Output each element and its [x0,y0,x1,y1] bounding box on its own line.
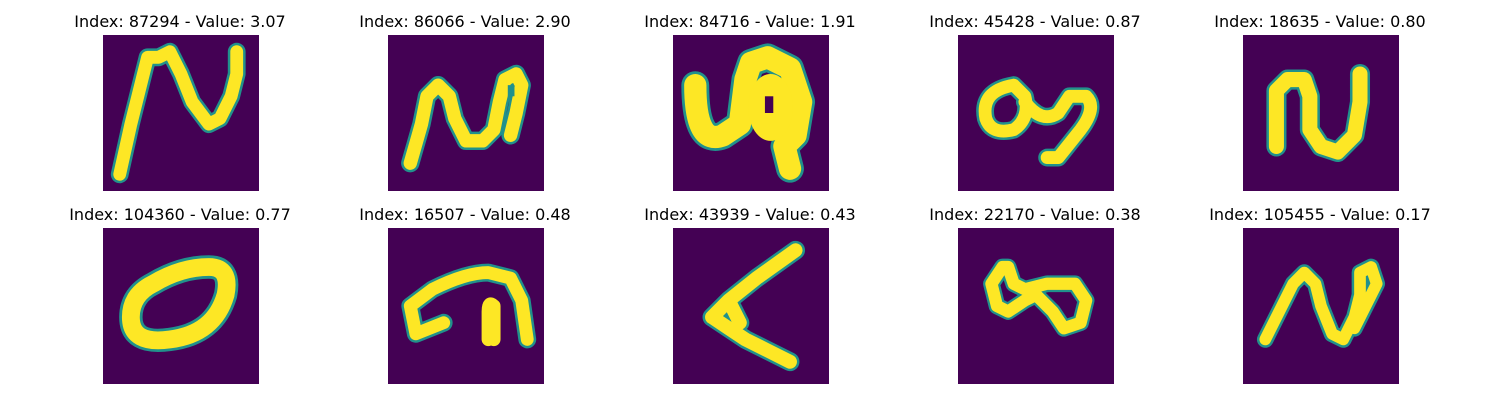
digit-image [673,228,829,384]
digit-glyph [401,263,537,349]
digit-glyph [702,240,806,372]
digit-glyph [1256,258,1386,348]
panel-7: Index: 16507 - Value: 0.48 [335,205,595,385]
digit-glyph [119,255,239,352]
panel-1: Index: 87294 - Value: 3.07 [50,12,310,192]
panel-title: Index: 16507 - Value: 0.48 [359,205,571,224]
panel-title: Index: 105455 - Value: 0.17 [1209,205,1431,224]
digit-image [103,228,259,384]
digit-image [388,35,544,191]
panel-title: Index: 45428 - Value: 0.87 [929,12,1141,31]
digit-glyph [1266,63,1371,163]
digit-glyph [110,42,246,184]
panel-title: Index: 86066 - Value: 2.90 [359,12,571,31]
digit-glyph [983,258,1095,337]
digit-image [103,35,259,191]
digit-image [1243,35,1399,191]
panel-3: Index: 84716 - Value: 1.91 [620,12,880,192]
digit-glyph [976,76,1100,167]
digit-glyph [401,64,531,173]
panel-title: Index: 22170 - Value: 0.38 [929,205,1141,224]
digit-image [958,35,1114,191]
panel-5: Index: 18635 - Value: 0.80 [1190,12,1450,192]
digit-image [958,228,1114,384]
panel-10: Index: 105455 - Value: 0.17 [1190,205,1450,385]
panel-title: Index: 104360 - Value: 0.77 [69,205,291,224]
digit-image [388,228,544,384]
digit-glyph [681,43,816,183]
digit-image [1243,228,1399,384]
panel-title: Index: 18635 - Value: 0.80 [1214,12,1426,31]
panel-4: Index: 45428 - Value: 0.87 [905,12,1165,192]
panel-6: Index: 104360 - Value: 0.77 [50,205,310,385]
panel-2: Index: 86066 - Value: 2.90 [335,12,595,192]
panel-8: Index: 43939 - Value: 0.43 [620,205,880,385]
panel-title: Index: 84716 - Value: 1.91 [644,12,856,31]
panel-title: Index: 43939 - Value: 0.43 [644,205,856,224]
panel-9: Index: 22170 - Value: 0.38 [905,205,1165,385]
digit-image [673,35,829,191]
panel-title: Index: 87294 - Value: 3.07 [74,12,286,31]
